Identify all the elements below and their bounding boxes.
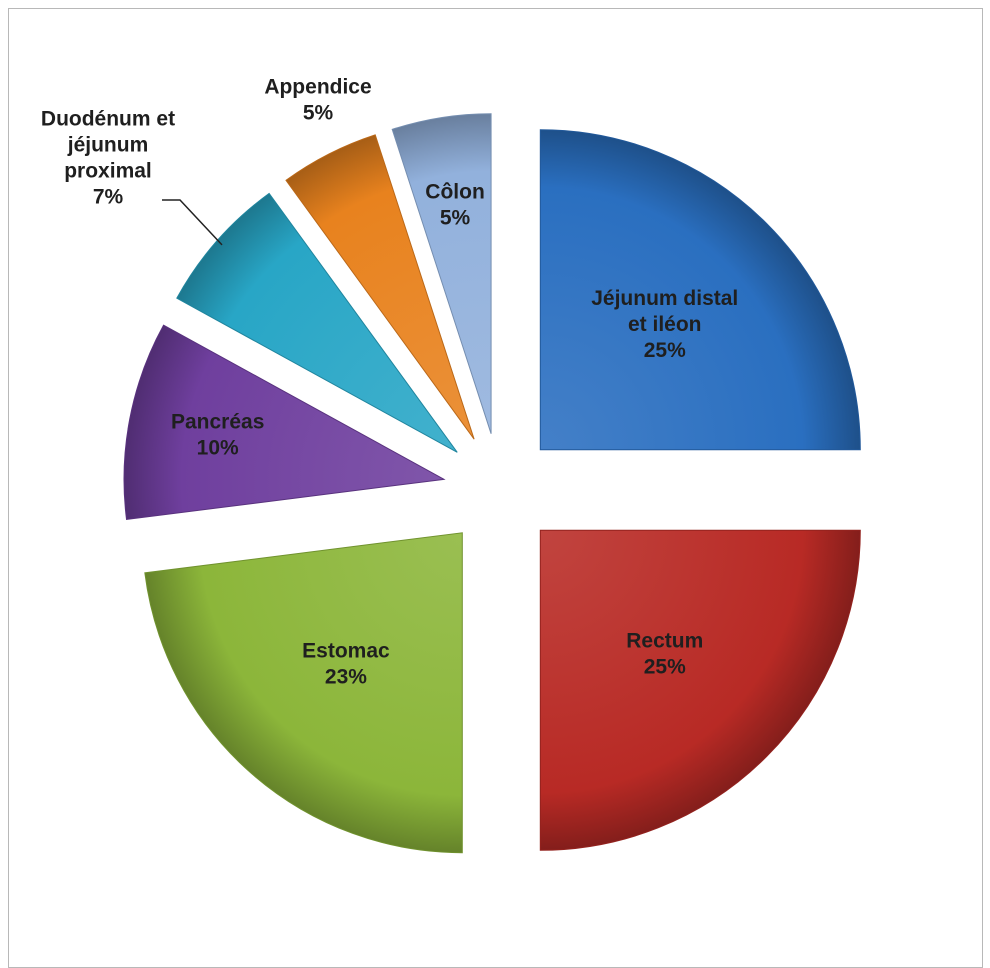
slice-category-label: Jéjunum distal — [591, 287, 738, 310]
pie-slice-appendice — [285, 134, 475, 440]
pie-slice-j-junum-distal-et-il-on — [539, 129, 861, 451]
slice-value-label: 10% — [197, 437, 239, 460]
pie-slice-pancr-as — [123, 324, 446, 520]
slice-category-label: proximal — [64, 160, 152, 183]
pie-slice-c-lon — [391, 113, 492, 434]
slice-category-label: et iléon — [628, 313, 702, 336]
slice-category-label: Côlon — [425, 181, 484, 204]
slice-category-label: Estomac — [302, 639, 390, 662]
slice-value-label: 23% — [325, 665, 367, 688]
slice-value-label: 25% — [644, 339, 686, 362]
slice-category-label: jéjunum — [67, 134, 149, 157]
slice-value-label: 25% — [644, 655, 686, 678]
slice-category-label: Duodénum et — [41, 108, 175, 131]
slice-value-label: 5% — [440, 207, 471, 230]
pie-slice-rectum — [539, 529, 861, 851]
slice-category-label: Pancréas — [171, 411, 264, 434]
pie-slice-estomac — [144, 532, 463, 854]
leader-line — [162, 199, 223, 246]
slice-category-label: Rectum — [626, 629, 703, 652]
slice-category-label: Appendice — [264, 76, 371, 99]
slice-value-label: 7% — [93, 186, 124, 209]
slice-value-label: 5% — [303, 102, 334, 125]
